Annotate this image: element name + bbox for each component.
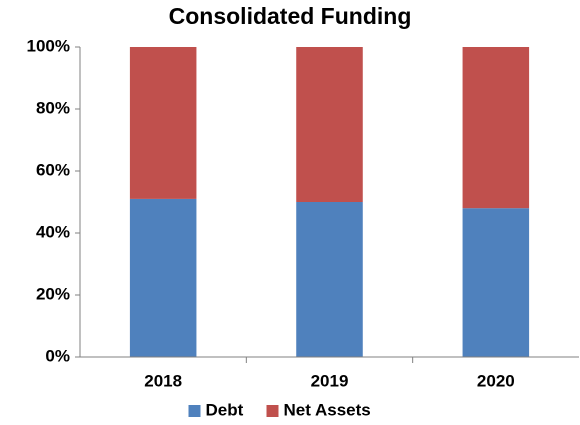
- legend-swatch: [266, 405, 279, 417]
- bar: [462, 208, 530, 357]
- bar: [129, 47, 197, 199]
- bar: [462, 47, 530, 209]
- y-tick-label: 60%: [36, 160, 70, 179]
- y-tick-label: 20%: [36, 284, 70, 303]
- legend-swatch: [188, 405, 201, 417]
- y-tick-label: 100%: [27, 36, 70, 55]
- bar: [296, 202, 363, 357]
- x-tick-label: 2019: [311, 371, 349, 390]
- y-tick-label: 0%: [45, 346, 70, 365]
- x-tick-label: 2020: [477, 371, 515, 390]
- bar: [129, 198, 197, 357]
- y-tick-label: 80%: [36, 98, 70, 117]
- x-tick-label: 2018: [144, 371, 182, 390]
- bar: [296, 47, 363, 202]
- legend-label: Net Assets: [284, 400, 371, 419]
- legend-label: Debt: [206, 400, 244, 419]
- chart-title: Consolidated Funding: [169, 3, 412, 29]
- y-tick-label: 40%: [36, 222, 70, 241]
